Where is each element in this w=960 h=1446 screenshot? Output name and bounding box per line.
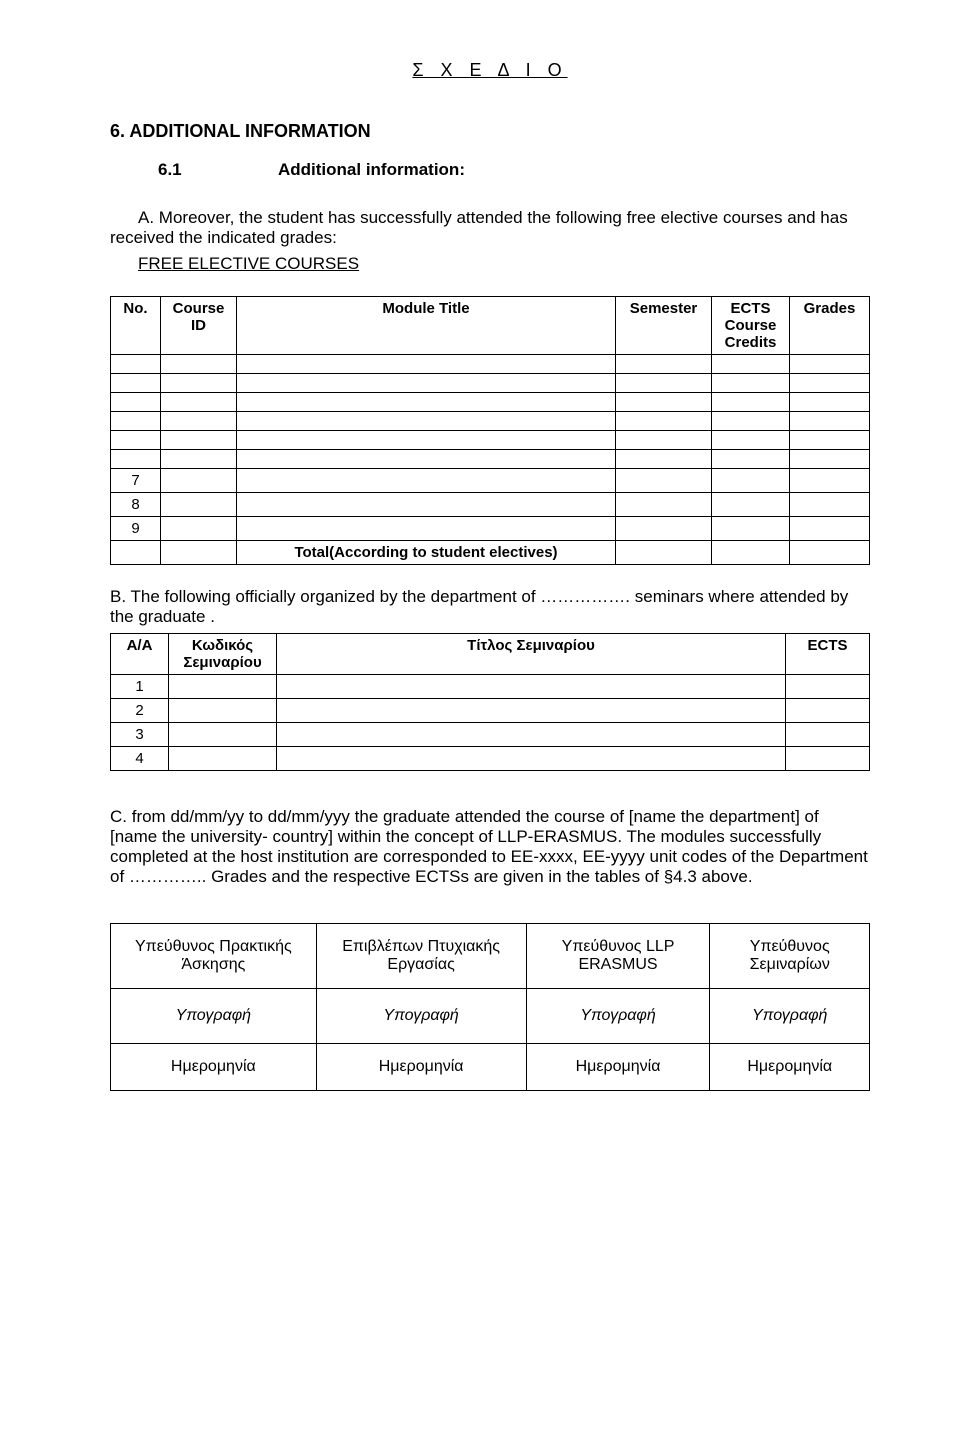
subsection-title: Additional information: [278,160,465,180]
signature-label: Υπογραφή [316,989,526,1044]
role-label: Υπεύθυνος Σεμιναρίων [710,924,870,989]
date-label: Ημερομηνία [526,1044,710,1091]
total-label: Total(According to student electives) [237,541,616,565]
table-row: Ημερομηνία Ημερομηνία Ημερομηνία Ημερομη… [111,1044,870,1091]
para-a-text: Moreover, the student has successfully a… [110,208,848,247]
signature-label: Υπογραφή [111,989,317,1044]
table-row: Υπογραφή Υπογραφή Υπογραφή Υπογραφή [111,989,870,1044]
row-num: 2 [111,699,169,723]
section-heading: 6. ADDITIONAL INFORMATION [110,121,870,142]
table-row [111,374,870,393]
role-label: Υπεύθυνος LLP ERASMUS [526,924,710,989]
role-label: Υπεύθυνος Πρακτικής Άσκησης [111,924,317,989]
th-seminar-ects: ECTS [786,634,870,675]
table-row: 9 [111,517,870,541]
table-row: Υπεύθυνος Πρακτικής Άσκησης Επιβλέπων Πτ… [111,924,870,989]
seminars-table: Α/Α Κωδικός Σεμιναρίου Τίτλος Σεμιναρίου… [110,633,870,771]
paragraph-c: C. from dd/mm/yy to dd/mm/yyy the gradua… [110,807,870,887]
row-num: 4 [111,747,169,771]
row-num: 3 [111,723,169,747]
th-ects: ECTS Course Credits [712,297,790,355]
th-course-id: Course ID [161,297,237,355]
table-row: 2 [111,699,870,723]
row-num: 8 [111,493,161,517]
page-header: Σ Χ Ε Δ Ι Ο [110,60,870,81]
date-label: Ημερομηνία [316,1044,526,1091]
subsection-number: 6.1 [158,160,278,180]
th-seminar-title: Τίτλος Σεμιναρίου [277,634,786,675]
date-label: Ημερομηνία [111,1044,317,1091]
table-row: 7 [111,469,870,493]
table-row [111,450,870,469]
table-row [111,393,870,412]
signature-label: Υπογραφή [710,989,870,1044]
table-row: 4 [111,747,870,771]
th-grades: Grades [790,297,870,355]
free-elective-title: FREE ELECTIVE COURSES [110,254,870,274]
table-row: 8 [111,493,870,517]
th-semester: Semester [616,297,712,355]
th-module-title: Module Title [237,297,616,355]
date-label: Ημερομηνία [710,1044,870,1091]
row-num: 9 [111,517,161,541]
role-label: Επιβλέπων Πτυχιακής Εργασίας [316,924,526,989]
table-row: 1 [111,675,870,699]
table-row: 3 [111,723,870,747]
table-row [111,355,870,374]
th-seminar-code: Κωδικός Σεμιναρίου [169,634,277,675]
table-row [111,412,870,431]
courses-table: No. Course ID Module Title Semester ECTS… [110,296,870,565]
th-aa: Α/Α [111,634,169,675]
signatures-table: Υπεύθυνος Πρακτικής Άσκησης Επιβλέπων Πτ… [110,923,870,1091]
row-num: 1 [111,675,169,699]
th-no: No. [111,297,161,355]
paragraph-a: A. Moreover, the student has successfull… [110,208,870,248]
subsection-row: 6.1 Additional information: [110,160,870,180]
row-num: 7 [111,469,161,493]
signature-label: Υπογραφή [526,989,710,1044]
table-row [111,431,870,450]
total-row: Total(According to student electives) [111,541,870,565]
para-a-prefix: A. [138,208,154,227]
paragraph-b: B. The following officially organized by… [110,587,870,627]
